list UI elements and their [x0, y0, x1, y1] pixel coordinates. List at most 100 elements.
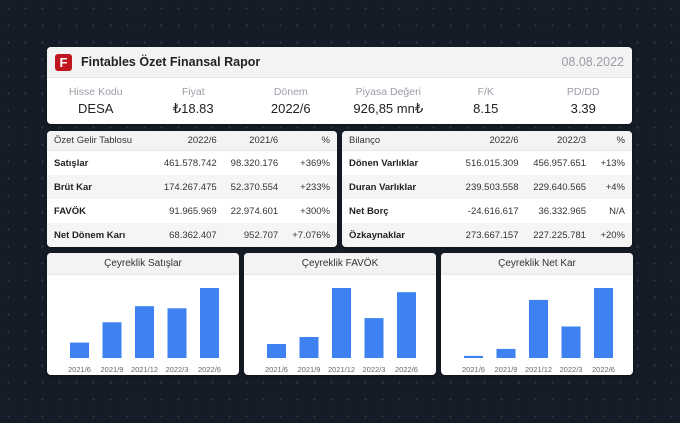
cell-change: +300% — [300, 205, 330, 217]
cell-value: 22.974.601 — [230, 205, 279, 217]
bar-2021/12 — [135, 306, 154, 358]
table-row: Duran Varlıklar 239.503.558 229.640.565 … — [342, 175, 632, 199]
cell-change: N/A — [609, 205, 625, 217]
metrics-row: Hisse Kodu DESA Fiyat ₺18.83 Dönem 2022/… — [47, 78, 632, 124]
bar-2021/9 — [299, 337, 319, 358]
table-row: Özkaynaklar 273.667.157 227.225.781 +20% — [342, 223, 632, 247]
table-header-row: Özet Gelir Tablosu 2022/6 2021/6 % — [47, 131, 337, 151]
quarterly-sales-chart: 2021/6 2021/9 2021/12 2022/3 2022/6 — [68, 288, 221, 374]
bar-2021/6 — [267, 344, 286, 358]
cell-value: 68.362.407 — [156, 223, 224, 247]
metric-value: 8.15 — [473, 101, 499, 116]
column-header: 2022/6 — [156, 131, 224, 151]
table-row: Net Dönem Karı 68.362.407 952.707 +7.076… — [47, 223, 337, 247]
table-row: Net Borç -24.616.617 36.332.965 N/A — [342, 199, 632, 223]
bar-2022/3 — [561, 326, 581, 358]
metric-label: PD/DD — [566, 86, 600, 98]
cell-value: 461.578.742 — [163, 157, 217, 169]
x-tick-label: 2021/9 — [495, 365, 518, 374]
x-tick-label: 2021/12 — [328, 365, 355, 374]
cell-change: +369% — [300, 157, 330, 169]
quarterly-favok-chart: 2021/6 2021/9 2021/12 2022/3 2022/6 — [265, 288, 418, 374]
x-tick-label: 2021/6 — [265, 365, 288, 374]
cell-value: 229.640.565 — [525, 175, 594, 199]
bar-2021/9 — [496, 348, 516, 358]
chart-title: Çeyreklik Net Kar — [441, 253, 633, 275]
x-tick-label: 2022/6 — [198, 365, 221, 374]
x-tick-label: 2022/6 — [395, 365, 418, 374]
header-bar: F Fintables Özet Finansal Rapor 08.08.20… — [47, 47, 632, 78]
income-statement-card: Özet Gelir Tablosu 2022/6 2021/6 % Satış… — [47, 131, 337, 247]
cell-value: 239.503.558 — [458, 175, 526, 199]
cell-value: 98.320.176 — [230, 157, 279, 169]
x-tick-label: 2021/9 — [101, 365, 124, 374]
x-tick-label: 2022/6 — [592, 365, 615, 374]
quarterly-net-profit-chart-card: Çeyreklik Net Kar 2021/6 2021/9 2021/12 202… — [441, 253, 633, 375]
metric-label: Fiyat — [181, 85, 205, 98]
bar-2022/6 — [594, 288, 613, 358]
metric-price: Fiyat ₺18.83 — [145, 78, 243, 124]
row-label: Duran Varlıklar — [342, 175, 458, 199]
row-label: Net Dönem Karı — [47, 223, 157, 247]
cell-change: +7.076% — [285, 223, 337, 247]
column-header: % — [285, 131, 337, 151]
x-tick-label: 2022/3 — [166, 365, 189, 374]
cell-change: +233% — [285, 175, 337, 199]
x-tick-label: 2021/6 — [68, 365, 91, 374]
metric-pb-ratio: PD/DD 3.39 — [535, 78, 633, 124]
metric-stock-code: Hisse Kodu DESA — [47, 78, 145, 124]
bar-2022/6 — [200, 288, 219, 358]
bar-2022/6 — [397, 292, 416, 358]
column-header: 2021/6 — [223, 131, 286, 151]
metric-value: ₺18.83 — [172, 100, 214, 116]
column-header: Bilanço — [342, 131, 458, 151]
table-header-row: Bilanço 2022/6 2022/3 % — [342, 131, 632, 151]
bar-2022/3 — [364, 318, 384, 358]
report-header-card: F Fintables Özet Finansal Rapor 08.08.20… — [47, 47, 632, 124]
column-header: Özet Gelir Tablosu — [47, 131, 157, 151]
row-label: Brüt Kar — [47, 175, 157, 199]
cell-change: +13% — [600, 157, 625, 169]
fintables-logo-icon: F — [55, 53, 72, 71]
balance-sheet-card: Bilanço 2022/6 2022/3 % Dönen Varlıklar … — [342, 131, 632, 247]
x-tick-label: 2022/3 — [560, 365, 583, 374]
bar-2021/9 — [102, 322, 122, 358]
chart-title: Çeyreklik Satışlar — [47, 253, 239, 275]
bar-2021/6 — [464, 355, 483, 358]
report-date: 08.08.2022 — [561, 55, 624, 69]
metric-value: 926,85 mn₺ — [353, 100, 424, 116]
metric-label: Dönem — [273, 86, 308, 98]
cell-value: 952.707 — [223, 223, 286, 247]
chart-title: Çeyreklik FAVÖK — [244, 253, 436, 275]
bar-2021/12 — [529, 299, 548, 358]
cell-value: 273.667.157 — [458, 223, 526, 247]
income-statement-table: Özet Gelir Tablosu 2022/6 2021/6 % Satış… — [47, 131, 337, 247]
quarterly-favok-chart-card: Çeyreklik FAVÖK 2021/6 2021/9 2021/12 2022/… — [244, 253, 436, 375]
bar-2021/6 — [70, 342, 89, 358]
quarterly-net-profit-chart: 2021/6 2021/9 2021/12 2022/3 2022/6 — [462, 288, 615, 374]
cell-value: 91.965.969 — [169, 205, 217, 217]
table-row: Dönen Varlıklar 516.015.309 456.957.651 … — [342, 151, 632, 176]
cell-value: -24.616.617 — [467, 205, 519, 217]
cell-change: +4% — [593, 175, 632, 199]
row-label: Özkaynaklar — [342, 223, 458, 247]
column-header: 2022/3 — [525, 131, 594, 151]
row-label: Net Borç — [349, 205, 389, 217]
cell-value: 227.225.781 — [525, 223, 594, 247]
x-tick-label: 2021/9 — [298, 365, 321, 374]
metric-pe-ratio: F/K 8.15 — [437, 78, 535, 124]
cell-value: 36.332.965 — [538, 205, 587, 217]
x-tick-label: 2022/3 — [363, 365, 386, 374]
bar-2022/3 — [167, 308, 187, 358]
cell-value: 52.370.554 — [223, 175, 286, 199]
metric-label: Piyasa Değeri — [355, 85, 421, 98]
table-row: Satışlar 461.578.742 98.320.176 +369% — [47, 151, 337, 176]
cell-value: 456.957.651 — [533, 157, 587, 169]
x-tick-label: 2021/6 — [462, 365, 485, 374]
row-label: FAVÖK — [54, 205, 87, 217]
cell-value: 174.267.475 — [156, 175, 224, 199]
row-label: Satışlar — [54, 157, 89, 169]
metric-value: DESA — [78, 101, 114, 116]
balance-sheet-table: Bilanço 2022/6 2022/3 % Dönen Varlıklar … — [342, 131, 632, 247]
table-row: Brüt Kar 174.267.475 52.370.554 +233% — [47, 175, 337, 199]
